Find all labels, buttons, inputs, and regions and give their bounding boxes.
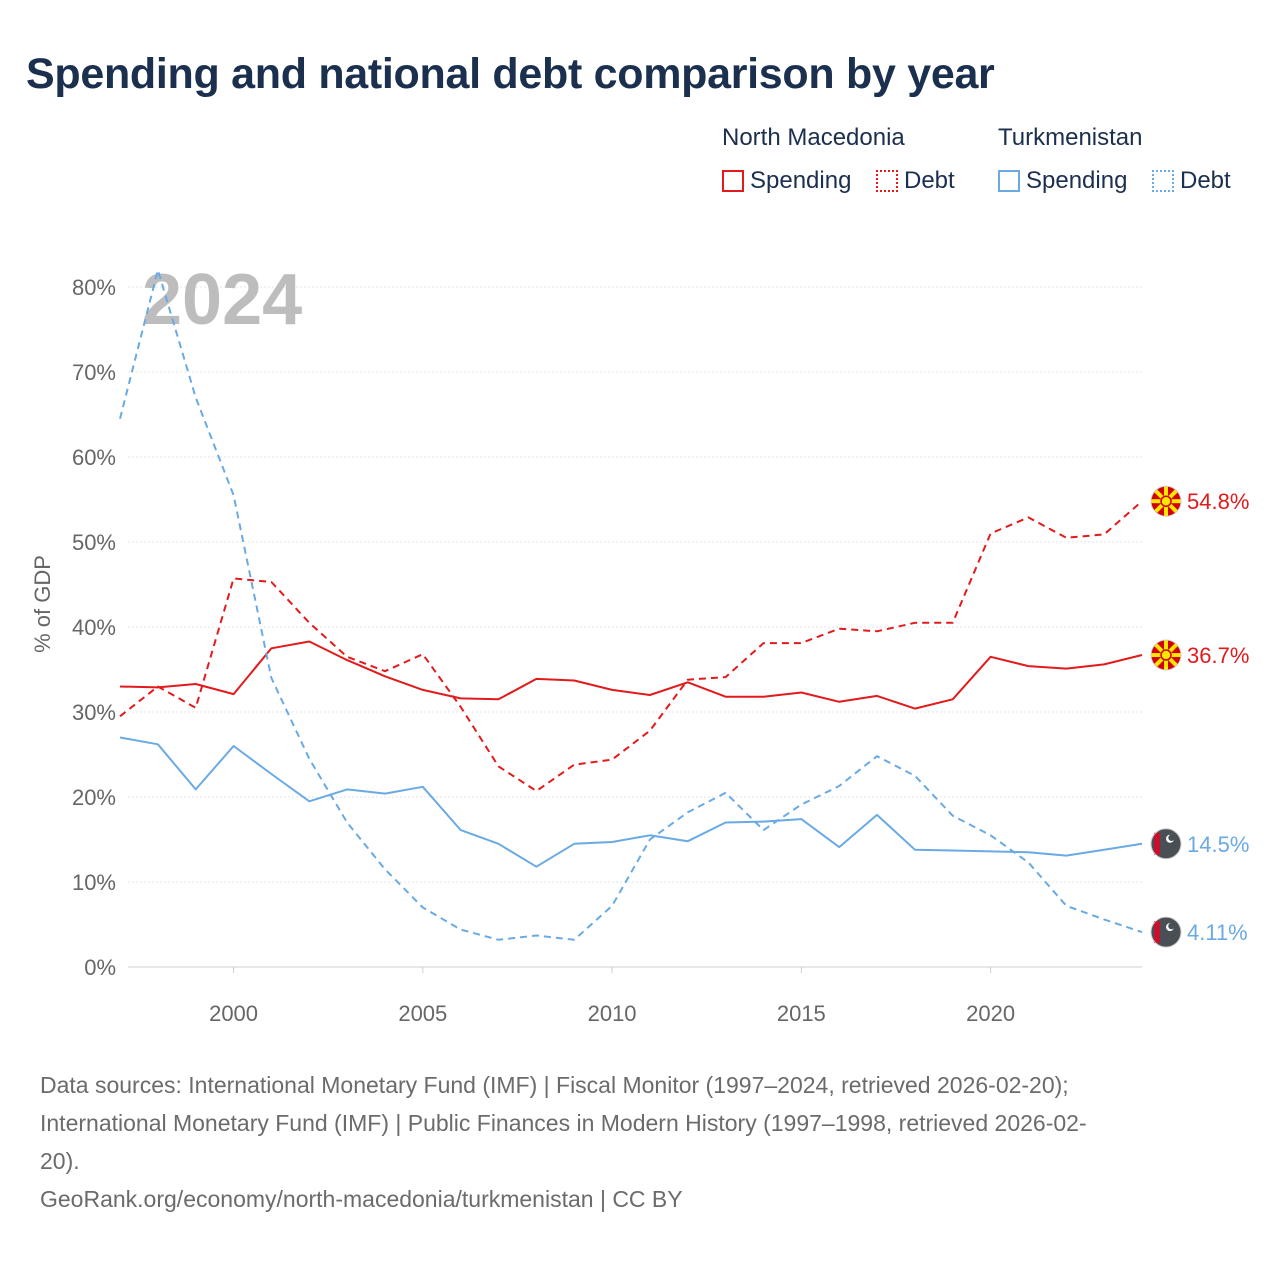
legend-item-turkmenistan-debt[interactable]: Debt: [1152, 166, 1231, 196]
end-value-label: 14.5%: [1187, 832, 1249, 857]
x-tick-label: 2000: [209, 1001, 258, 1026]
legend-group-north-macedonia: North Macedonia: [722, 124, 905, 151]
data-sources: Data sources: International Monetary Fun…: [40, 1066, 1087, 1218]
y-axis: 0% 10% 20% 30% 40% 50% 60% 70% 80%: [72, 275, 116, 980]
flag-stripe: [1154, 921, 1160, 944]
sources-line-3: 20).: [40, 1148, 80, 1174]
legend-swatch-solid-blue: [998, 170, 1020, 192]
end-value-label: 4.11%: [1187, 920, 1248, 945]
y-axis-title: % of GDP: [30, 555, 55, 653]
legend-label: Debt: [904, 167, 955, 194]
flag-border: [1150, 639, 1182, 671]
legend-item-turkmenistan-spending[interactable]: Spending: [998, 166, 1127, 196]
x-tick-label: 2005: [398, 1001, 447, 1026]
legend-item-north-macedonia-debt[interactable]: Debt: [876, 166, 955, 196]
x-axis: 2000 2005 2010 2015 2020: [209, 967, 1015, 1026]
legend-swatch-solid-red: [722, 170, 744, 192]
legend-group-turkmenistan: Turkmenistan: [998, 124, 1143, 151]
sources-line-2: International Monetary Fund (IMF) | Publ…: [40, 1110, 1087, 1136]
y-tick-label: 80%: [72, 275, 116, 300]
series-line-north-macedonia-spending: [119, 640, 1143, 710]
series-lines: [119, 269, 1143, 941]
x-tick-label: 2020: [966, 1001, 1015, 1026]
y-tick-label: 20%: [72, 785, 116, 810]
end-value-label: 54.8%: [1187, 489, 1249, 514]
series-line-turkmenistan-debt: [119, 269, 1143, 941]
legend-label: Spending: [1026, 167, 1128, 194]
y-tick-label: 10%: [72, 870, 116, 895]
x-tick-label: 2010: [588, 1001, 637, 1026]
y-tick-label: 30%: [72, 700, 116, 725]
legend-label: Spending: [750, 167, 852, 194]
y-tick-label: 40%: [72, 615, 116, 640]
flag-crescent-cut: [1168, 922, 1175, 930]
legend-swatch-dotted-blue: [1152, 170, 1174, 192]
line-chart: 2024 % of GDP 0% 10% 20% 30% 40% 50% 60% 70% 80%…: [30, 260, 1249, 1026]
flag-border: [1150, 916, 1182, 948]
y-tick-label: 70%: [72, 360, 116, 385]
end-value-label: 36.7%: [1187, 643, 1249, 668]
legend-label: Debt: [1180, 167, 1231, 194]
north-macedonia-flag-icon: [1150, 639, 1182, 671]
y-tick-label: 50%: [72, 530, 116, 555]
sources-line-1: Data sources: International Monetary Fun…: [40, 1072, 1069, 1098]
flag-sun: [1160, 649, 1172, 661]
year-watermark: 2024: [142, 260, 302, 340]
y-tick-label: 0%: [84, 955, 116, 980]
flag-sun: [1160, 495, 1172, 507]
y-tick-label: 60%: [72, 445, 116, 470]
flag-border: [1150, 485, 1182, 517]
series-line-turkmenistan-spending: [119, 736, 1143, 868]
source-url[interactable]: GeoRank.org/economy/north-macedonia/turk…: [40, 1186, 683, 1212]
series-line-north-macedonia-debt: [119, 500, 1143, 792]
legend-item-north-macedonia-spending[interactable]: Spending: [722, 166, 851, 196]
gridlines: [128, 286, 1142, 968]
legend-swatch-dotted-red: [876, 170, 898, 192]
end-labels: 36.7% 54.8% 14.5% 4.11%: [1150, 485, 1249, 948]
x-tick-label: 2015: [777, 1001, 826, 1026]
turkmenistan-flag-icon: [1150, 828, 1182, 860]
north-macedonia-flag-icon: [1150, 485, 1182, 517]
turkmenistan-flag-icon: [1150, 916, 1182, 948]
flag-border: [1150, 828, 1182, 860]
flag-crescent-cut: [1168, 834, 1175, 841]
chart-title: Spending and national debt comparison by…: [26, 50, 995, 98]
flag-stripe: [1154, 832, 1160, 855]
